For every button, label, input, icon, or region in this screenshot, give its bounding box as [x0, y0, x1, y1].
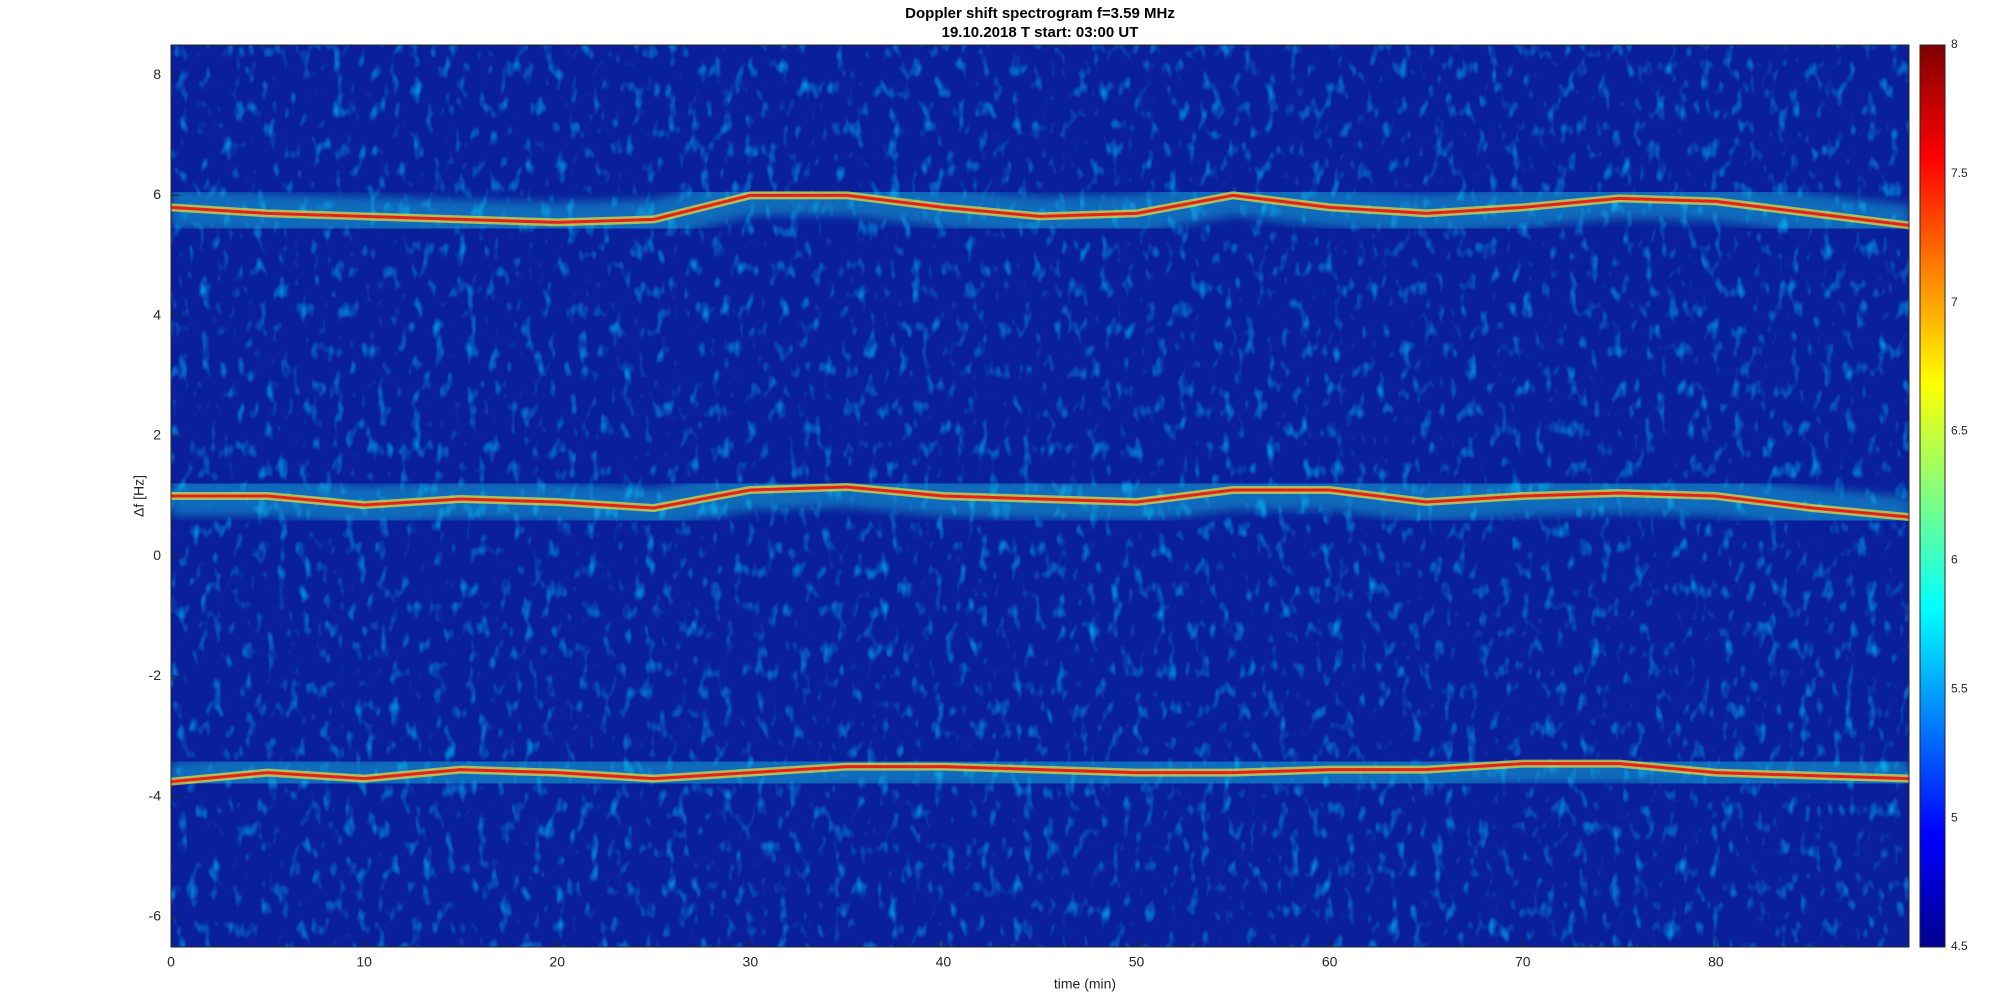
chart-subtitle: 19.10.2018 T start: 03:00 UT [942, 24, 1139, 41]
colorbar-tick-label: 4.5 [1951, 939, 1968, 953]
colorbar-tick-label: 7 [1951, 295, 1958, 309]
colorbar-tick-label: 5.5 [1951, 681, 1968, 695]
plot-frame [170, 44, 1910, 948]
y-axis-label: Δf [Hz] [131, 475, 147, 517]
x-axis-label: time (min) [1054, 976, 1116, 992]
x-tick-label: 10 [356, 954, 372, 970]
colorbar-tick-label: 7.5 [1951, 166, 1968, 180]
x-tick-label: 80 [1708, 954, 1724, 970]
x-tick-label: 40 [936, 954, 952, 970]
colorbar-tick-label: 6.5 [1951, 424, 1968, 438]
y-tick-label: 8 [153, 66, 161, 82]
y-tick-label: 4 [153, 306, 161, 322]
x-tick-label: 50 [1129, 954, 1145, 970]
x-tick-label: 70 [1515, 954, 1531, 970]
trace [171, 762, 1909, 784]
chart-title: Doppler shift spectrogram f=3.59 MHz [905, 5, 1175, 22]
colorbar-tick-label: 8 [1951, 37, 1958, 51]
x-tick-label: 30 [743, 954, 759, 970]
trace [171, 193, 1909, 227]
x-tick-label: 20 [549, 954, 565, 970]
y-tick-label: -6 [149, 908, 162, 924]
trace [171, 485, 1909, 519]
y-tick-label: 0 [153, 547, 161, 563]
colorbar-tick-label: 5 [1951, 810, 1958, 824]
colorbar [1919, 44, 1946, 948]
colorbar-tick-label: 6 [1951, 553, 1958, 567]
y-tick-label: -4 [149, 787, 162, 803]
y-tick-label: -2 [149, 667, 162, 683]
x-tick-label: 0 [167, 954, 175, 970]
x-tick-label: 60 [1322, 954, 1338, 970]
axes: 0 10 20 30 40 50 60 70 80 -6 -4 -2 0 2 4 6 8 4.5 5 5.5 6 6.5 7… [149, 37, 1968, 970]
traces [171, 175, 1909, 802]
y-tick-label: 2 [153, 427, 161, 443]
y-tick-label: 6 [153, 186, 161, 202]
